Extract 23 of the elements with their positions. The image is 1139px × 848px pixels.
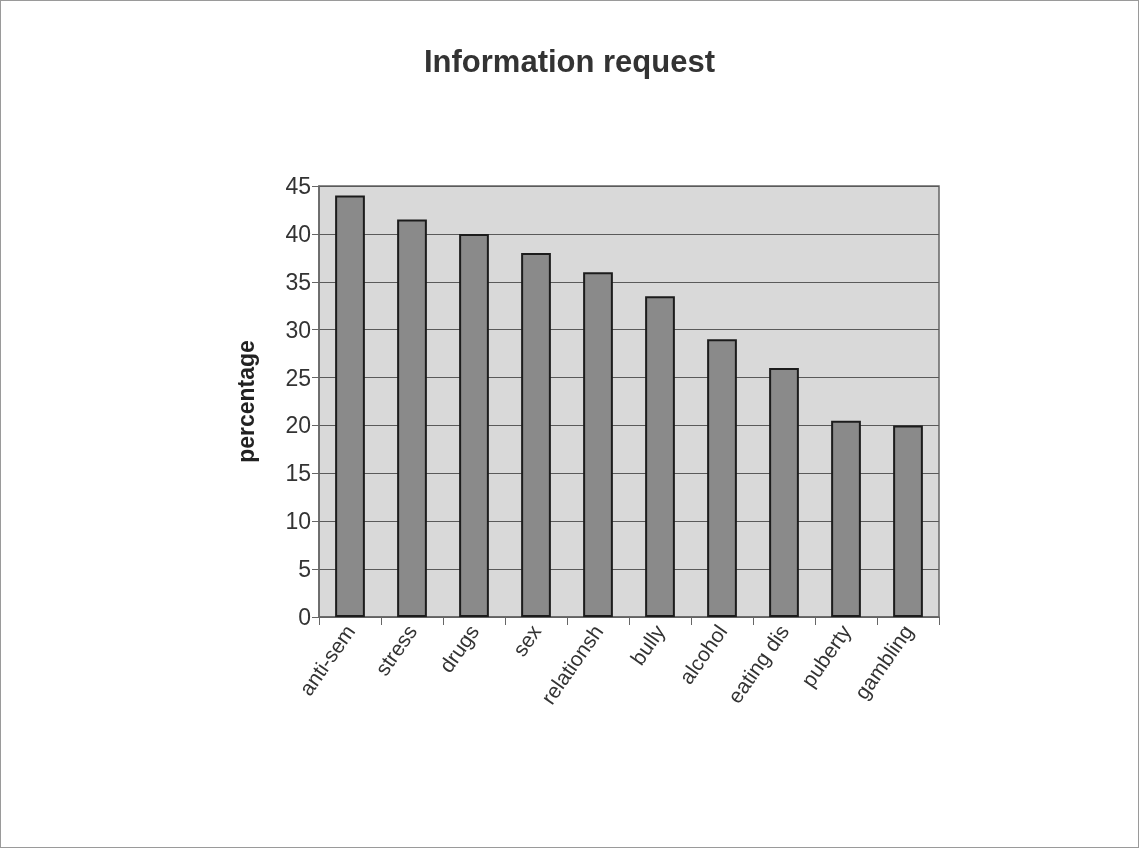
bar <box>459 233 489 617</box>
bar <box>397 219 427 617</box>
y-tick-label: 45 <box>285 173 311 199</box>
bar <box>707 339 737 617</box>
chart-title: Information request <box>423 44 716 79</box>
y-tick-label: 40 <box>285 220 311 247</box>
y-tick-label: 0 <box>298 604 311 630</box>
bar <box>521 253 551 617</box>
bar <box>769 367 799 617</box>
bar <box>893 425 923 617</box>
x-tick-label: sex <box>507 620 546 661</box>
y-tick-label: 5 <box>298 556 311 583</box>
bar <box>583 272 613 617</box>
bar <box>335 195 365 617</box>
bar <box>831 420 861 617</box>
y-tick-label: 20 <box>285 412 311 439</box>
y-tick-label: 15 <box>285 460 311 487</box>
y-tick-label: 25 <box>285 364 311 391</box>
y-tick-label: 30 <box>285 316 311 343</box>
bar <box>645 296 675 617</box>
y-axis-title: percentage <box>232 340 259 463</box>
y-tick-label: 10 <box>285 508 311 535</box>
y-tick-label: 35 <box>285 268 311 295</box>
